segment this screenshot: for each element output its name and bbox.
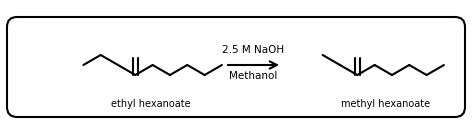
Text: methyl hexanoate: methyl hexanoate [341, 99, 430, 109]
FancyBboxPatch shape [7, 17, 465, 117]
Text: 2.5 M NaOH: 2.5 M NaOH [222, 45, 284, 55]
Text: ethyl hexanoate: ethyl hexanoate [111, 99, 191, 109]
Text: Methanol: Methanol [229, 71, 278, 81]
